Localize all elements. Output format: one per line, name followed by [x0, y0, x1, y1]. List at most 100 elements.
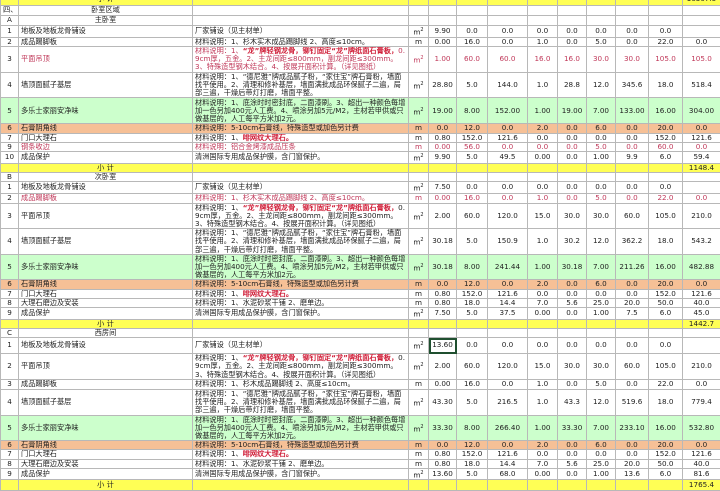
value-cell[interactable]: 532.80: [683, 415, 720, 441]
value-cell[interactable]: 5.0: [587, 37, 616, 46]
value-cell[interactable]: 0.0: [558, 37, 587, 46]
value-cell[interactable]: 0.0: [558, 133, 587, 142]
value-cell[interactable]: 13.6: [616, 468, 649, 480]
value-cell[interactable]: 60.0: [616, 354, 649, 380]
value-cell[interactable]: 5.0: [457, 152, 488, 164]
value-cell[interactable]: 152.0: [649, 289, 683, 298]
value-cell[interactable]: 0.0: [587, 338, 616, 354]
value-cell[interactable]: 1.0: [528, 229, 558, 255]
unit-cell[interactable]: m: [409, 193, 429, 203]
empty-cell[interactable]: [457, 480, 488, 491]
empty-cell[interactable]: [429, 6, 457, 16]
value-cell[interactable]: 30.0: [587, 354, 616, 380]
value-cell[interactable]: 8.00: [457, 415, 488, 441]
value-cell[interactable]: 0.0: [616, 338, 649, 354]
empty-cell[interactable]: [558, 328, 587, 337]
item-name[interactable]: 成品保护: [19, 152, 193, 164]
value-cell[interactable]: 0.0: [457, 26, 488, 38]
quantity-cell[interactable]: 13.60: [429, 468, 457, 480]
quantity-cell[interactable]: 13.60: [429, 338, 457, 354]
item-name[interactable]: 平面吊顶: [19, 354, 193, 380]
value-cell[interactable]: 0.0: [558, 289, 587, 298]
quantity-cell[interactable]: 0.00: [429, 193, 457, 203]
value-cell[interactable]: 0.0: [683, 193, 720, 203]
value-cell[interactable]: 7.5: [616, 308, 649, 320]
item-name[interactable]: 多乐士家丽安净味: [19, 98, 193, 124]
empty-cell[interactable]: [457, 172, 488, 181]
value-cell[interactable]: 16.0: [457, 380, 488, 390]
row-number[interactable]: 2: [1, 354, 19, 380]
row-number[interactable]: 4: [1, 72, 19, 98]
value-cell[interactable]: 30.2: [558, 229, 587, 255]
row-number[interactable]: 6: [1, 441, 19, 450]
empty-cell[interactable]: [587, 172, 616, 181]
empty-cell[interactable]: [429, 328, 457, 337]
empty-cell[interactable]: [528, 6, 558, 16]
quantity-cell[interactable]: 43.30: [429, 390, 457, 416]
value-cell[interactable]: 0.0: [528, 182, 558, 194]
value-cell[interactable]: 20.0: [649, 441, 683, 450]
value-cell[interactable]: 15.0: [528, 354, 558, 380]
value-cell[interactable]: 0.0: [558, 280, 587, 289]
value-cell[interactable]: 0.0: [558, 182, 587, 194]
value-cell[interactable]: 40.0: [683, 459, 720, 468]
value-cell[interactable]: 779.4: [683, 390, 720, 416]
value-cell[interactable]: 50.0: [649, 298, 683, 307]
empty-cell[interactable]: [587, 480, 616, 491]
row-number[interactable]: 5: [1, 98, 19, 124]
value-cell[interactable]: 105.0: [649, 46, 683, 72]
value-cell[interactable]: 5.0: [457, 229, 488, 255]
item-name[interactable]: 成品踢脚板: [19, 193, 193, 203]
value-cell[interactable]: 0.0: [558, 308, 587, 320]
value-cell[interactable]: 0.0: [488, 37, 528, 46]
value-cell[interactable]: 6.0: [587, 441, 616, 450]
empty-cell[interactable]: [488, 328, 528, 337]
empty-cell[interactable]: [683, 328, 720, 337]
empty-cell[interactable]: [683, 16, 720, 26]
value-cell[interactable]: 210.0: [683, 203, 720, 229]
value-cell[interactable]: 59.4: [683, 152, 720, 164]
value-cell[interactable]: 45.0: [683, 308, 720, 320]
subtotal-value[interactable]: 1442.7: [683, 319, 720, 328]
value-cell[interactable]: 0.0: [587, 26, 616, 38]
row-number[interactable]: 4: [1, 390, 19, 416]
quantity-cell[interactable]: 0.80: [429, 289, 457, 298]
item-name[interactable]: 多乐士家丽安净味: [19, 254, 193, 280]
value-cell[interactable]: 121.6: [488, 289, 528, 298]
value-cell[interactable]: 16.00: [649, 98, 683, 124]
value-cell[interactable]: 304.00: [683, 98, 720, 124]
item-name[interactable]: 墙顶面腻子基层: [19, 390, 193, 416]
value-cell[interactable]: 0.0: [558, 124, 587, 133]
empty-cell[interactable]: [528, 16, 558, 26]
value-cell[interactable]: 1.00: [587, 308, 616, 320]
value-cell[interactable]: 241.44: [488, 254, 528, 280]
empty-cell[interactable]: [429, 319, 457, 328]
empty-cell[interactable]: [457, 16, 488, 26]
empty-cell[interactable]: [488, 163, 528, 172]
unit-cell[interactable]: m2: [409, 354, 429, 380]
item-name[interactable]: 成品踢脚板: [19, 380, 193, 390]
value-cell[interactable]: 7.0: [528, 459, 558, 468]
item-description[interactable]: 材料说明：5-10cm石膏线，特殊造型或加色另计费: [193, 124, 409, 133]
item-description[interactable]: 厂家铺设（见主材单）: [193, 338, 409, 354]
empty-cell[interactable]: [193, 319, 409, 328]
value-cell[interactable]: 1.0: [528, 390, 558, 416]
value-cell[interactable]: 0.0: [683, 142, 720, 151]
value-cell[interactable]: 40.0: [683, 298, 720, 307]
value-cell[interactable]: 0.0: [616, 142, 649, 151]
empty-cell[interactable]: [409, 480, 429, 491]
value-cell[interactable]: 2.0: [528, 280, 558, 289]
quantity-cell[interactable]: 0.0: [429, 124, 457, 133]
value-cell[interactable]: 50.0: [649, 459, 683, 468]
value-cell[interactable]: 0.0: [683, 280, 720, 289]
empty-cell[interactable]: [616, 172, 649, 181]
item-description[interactable]: 材料说明：1、底涂时时密封底，二面漆刷。3、超出一种颜色每增加一色另加400元人…: [193, 98, 409, 124]
value-cell[interactable]: 152.0: [649, 450, 683, 459]
unit-cell[interactable]: m2: [409, 415, 429, 441]
value-cell[interactable]: 81.6: [683, 468, 720, 480]
value-cell[interactable]: 0.0: [488, 280, 528, 289]
value-cell[interactable]: 16.0: [558, 46, 587, 72]
value-cell[interactable]: 0.0: [528, 26, 558, 38]
row-number[interactable]: 6: [1, 280, 19, 289]
quantity-cell[interactable]: 7.50: [429, 308, 457, 320]
